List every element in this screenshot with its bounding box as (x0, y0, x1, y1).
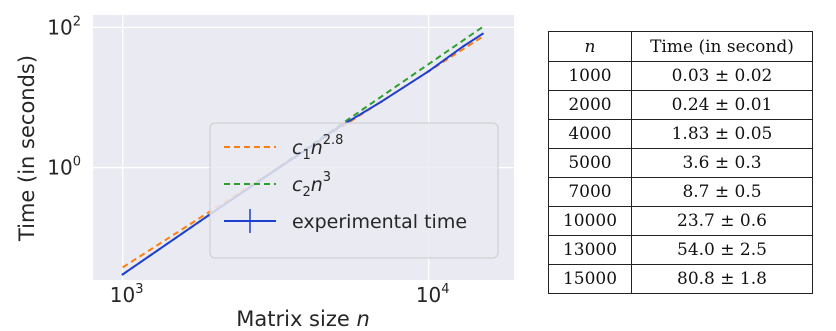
table-cell-time: 54.0 ± 2.5 (631, 235, 813, 265)
x-tick-labels: 103 104 (110, 282, 450, 307)
y-tick-labels: 100 102 (47, 14, 81, 179)
table-cell-n: 13000 (548, 235, 632, 265)
table-cell-time: 0.03 ± 0.02 (631, 61, 813, 91)
table-cell-time: 23.7 ± 0.6 (631, 206, 813, 236)
table-cell-n: 4000 (548, 119, 632, 149)
table-cell-n: 15000 (548, 264, 632, 294)
timing-chart: 103 104 100 102 Matrix size n Time (in sec… (15, 14, 514, 331)
table-cell-n: 2000 (548, 90, 632, 120)
y-tick-label-1: 102 (47, 14, 81, 39)
results-table: n Time (in second) 1000 0.03 ± 0.02 2000 0.… (548, 31, 813, 294)
data-point-0 (121, 273, 124, 276)
table-row: 15000 80.8 ± 1.8 (548, 264, 813, 294)
table-cell-n: 10000 (548, 206, 632, 236)
table-cell-time: 80.8 ± 1.8 (631, 264, 813, 294)
y-tick-label-0: 100 (47, 155, 81, 180)
data-point-4 (380, 100, 383, 103)
legend-box (209, 122, 499, 259)
table-header-row: n Time (in second) (548, 31, 813, 62)
data-point-7 (481, 32, 484, 36)
table-cell-n: 5000 (548, 148, 632, 178)
data-point-6 (462, 44, 465, 48)
table-cell-time: 1.83 ± 0.05 (631, 119, 813, 149)
y-axis-label: Time (in seconds) (15, 55, 39, 242)
table-row: 13000 54.0 ± 2.5 (548, 235, 813, 265)
legend: c1n2.8 c2n3 experimental time (209, 122, 499, 259)
table-row: 1000 0.03 ± 0.02 (548, 61, 813, 91)
legend-label-experimental: experimental time (292, 211, 467, 233)
table-row: 4000 1.83 ± 0.05 (548, 119, 813, 149)
table-row: 7000 8.7 ± 0.5 (548, 177, 813, 207)
legend-label-c1n28: c1n2.8 (292, 133, 343, 163)
table-cell-n: 1000 (548, 61, 632, 91)
x-tick-label-1: 104 (416, 282, 450, 307)
table-cell-time: 0.24 ± 0.01 (631, 90, 813, 120)
x-axis-label: Matrix size n (236, 307, 370, 331)
table-row: 2000 0.24 ± 0.01 (548, 90, 813, 120)
table-row: 5000 3.6 ± 0.3 (548, 148, 813, 178)
table-cell-time: 8.7 ± 0.5 (631, 177, 813, 207)
x-tick-label-0: 103 (110, 282, 144, 307)
table-header-n: n (548, 31, 632, 62)
legend-label-c2n3: c2n3 (292, 170, 331, 200)
table-header-time: Time (in second) (631, 31, 813, 62)
table-row: 10000 23.7 ± 0.6 (548, 206, 813, 236)
table-cell-time: 3.6 ± 0.3 (631, 148, 813, 178)
data-point-5 (427, 70, 430, 73)
table-cell-n: 7000 (548, 177, 632, 207)
